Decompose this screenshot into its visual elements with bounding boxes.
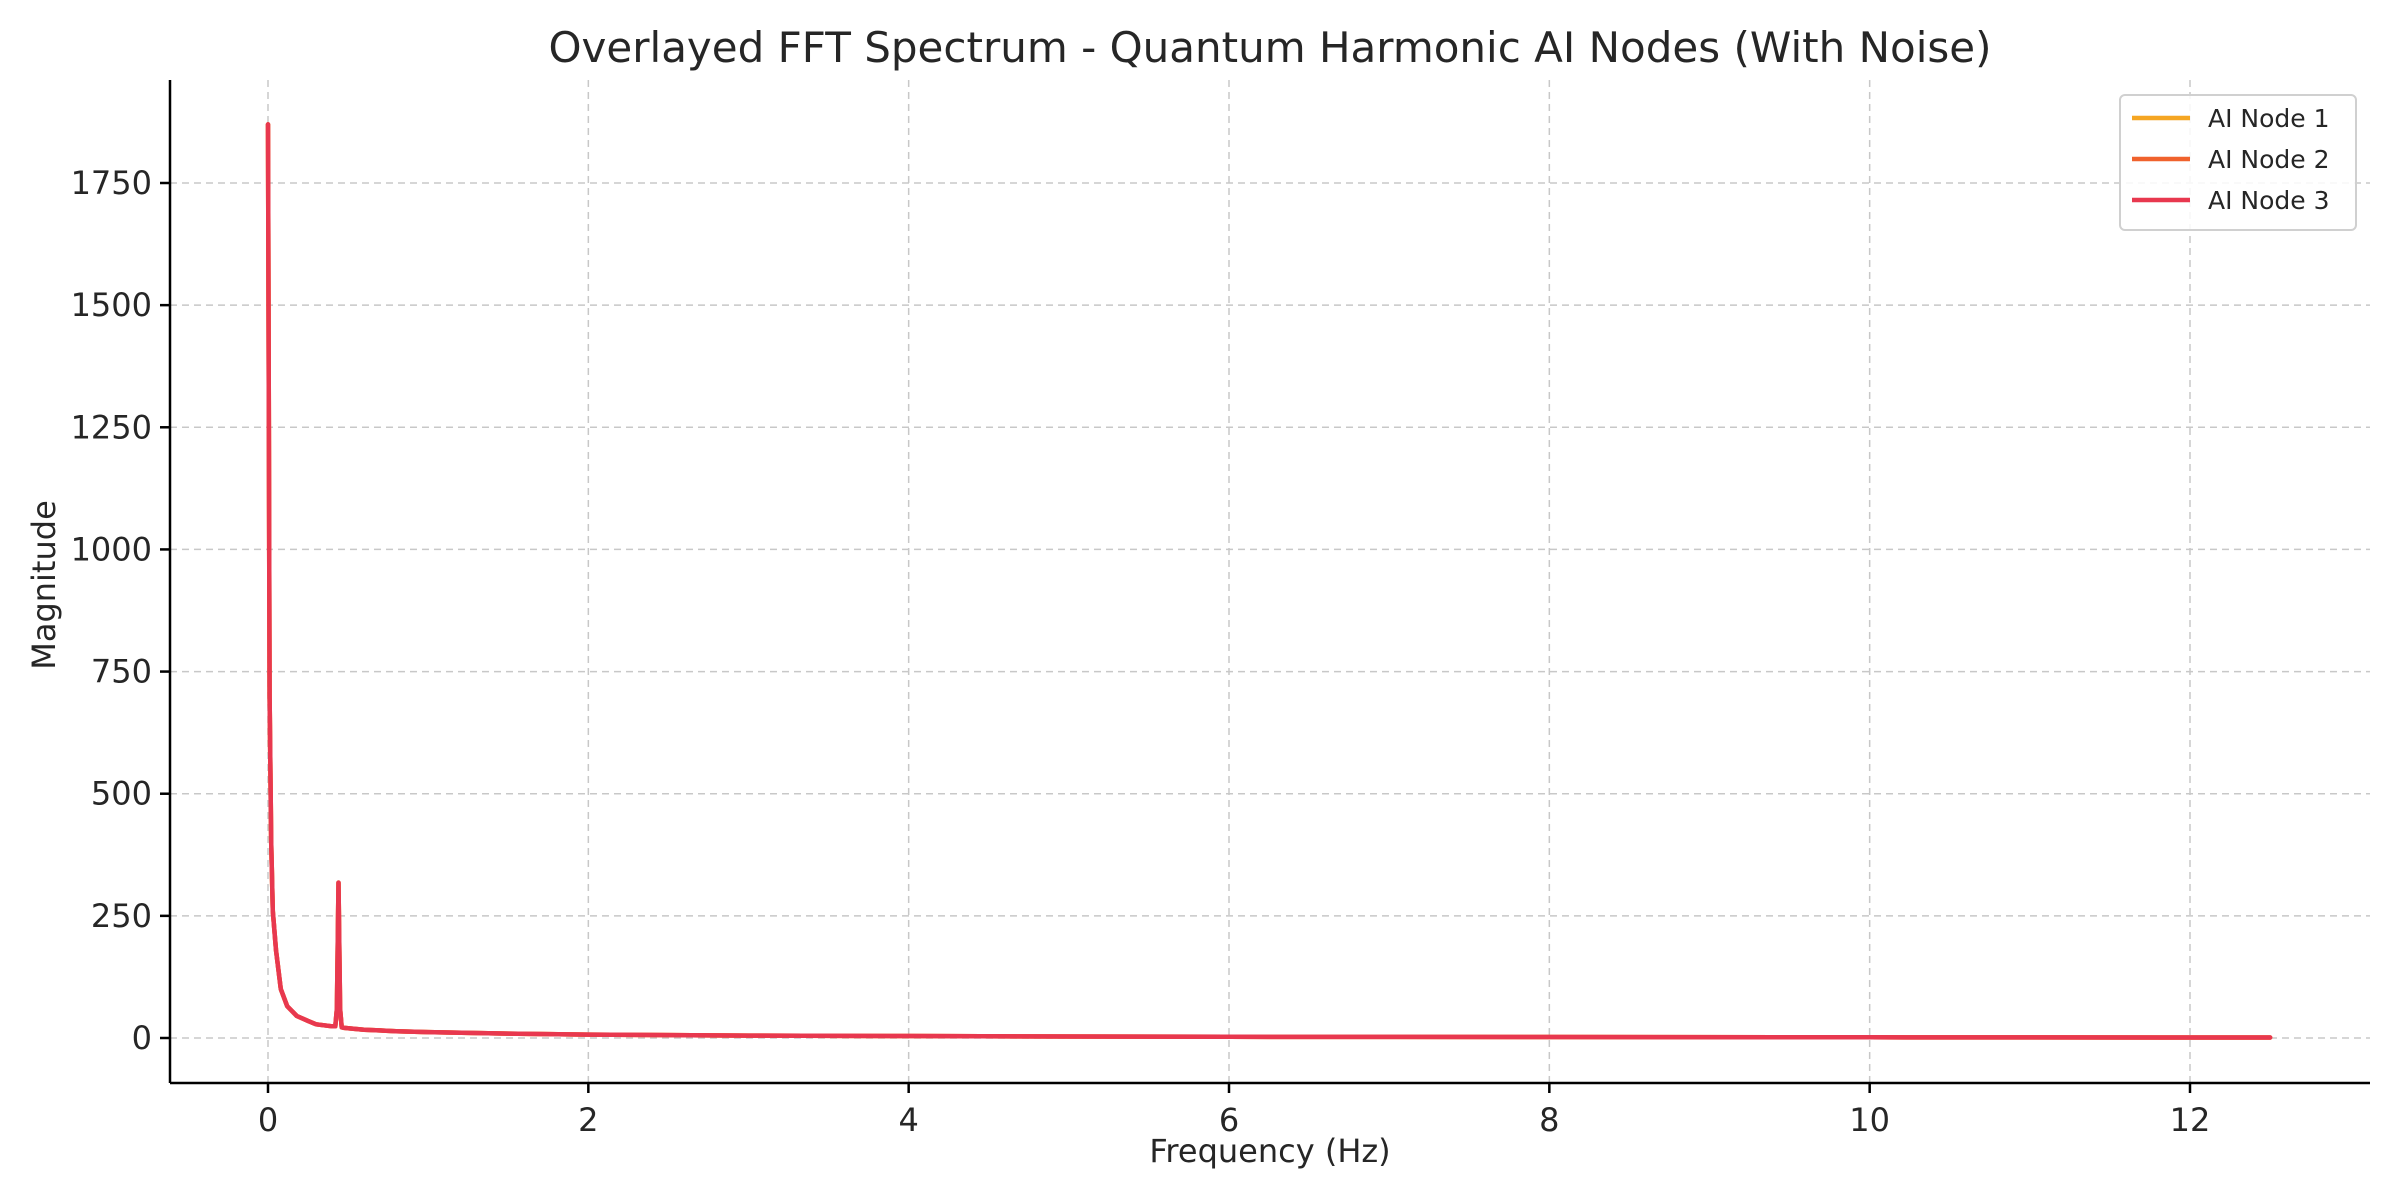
- series-line-ai-node-3: [265, 122, 2273, 1040]
- y-tick-label: 1250: [71, 408, 152, 446]
- x-tick-label: 8: [1539, 1101, 1559, 1139]
- legend-box: [2119, 94, 2357, 231]
- series-layer: [265, 122, 2273, 1040]
- x-axis-label: Frequency (Hz): [1149, 1132, 1390, 1170]
- y-tick-label: 250: [91, 897, 152, 935]
- legend: AI Node 1 AI Node 2 AI Node 3: [2119, 94, 2357, 231]
- tick-layer: 0 2 4 6 8 10 12 0 250 500 750 1000 1250 1500 1750: [71, 164, 2211, 1139]
- legend-label: AI Node 1: [2208, 104, 2330, 133]
- x-tick-label: 12: [2170, 1101, 2211, 1139]
- y-tick-label: 1500: [71, 286, 152, 324]
- y-tick-label: 500: [91, 775, 152, 813]
- chart-title: Overlayed FFT Spectrum - Quantum Harmoni…: [549, 23, 1992, 72]
- y-tick-label: 1000: [71, 530, 152, 568]
- y-tick-label: 1750: [71, 164, 152, 202]
- legend-label: AI Node 3: [2208, 186, 2330, 215]
- y-axis-label: Magnitude: [25, 500, 63, 670]
- x-tick-label: 0: [258, 1101, 278, 1139]
- legend-label: AI Node 2: [2208, 145, 2330, 174]
- grid-layer: [170, 80, 2370, 1083]
- y-tick-label: 0: [132, 1019, 152, 1057]
- x-tick-label: 2: [578, 1101, 598, 1139]
- x-tick-label: 6: [1219, 1101, 1239, 1139]
- x-tick-label: 10: [1849, 1101, 1890, 1139]
- y-tick-label: 750: [91, 653, 152, 691]
- x-tick-label: 4: [898, 1101, 918, 1139]
